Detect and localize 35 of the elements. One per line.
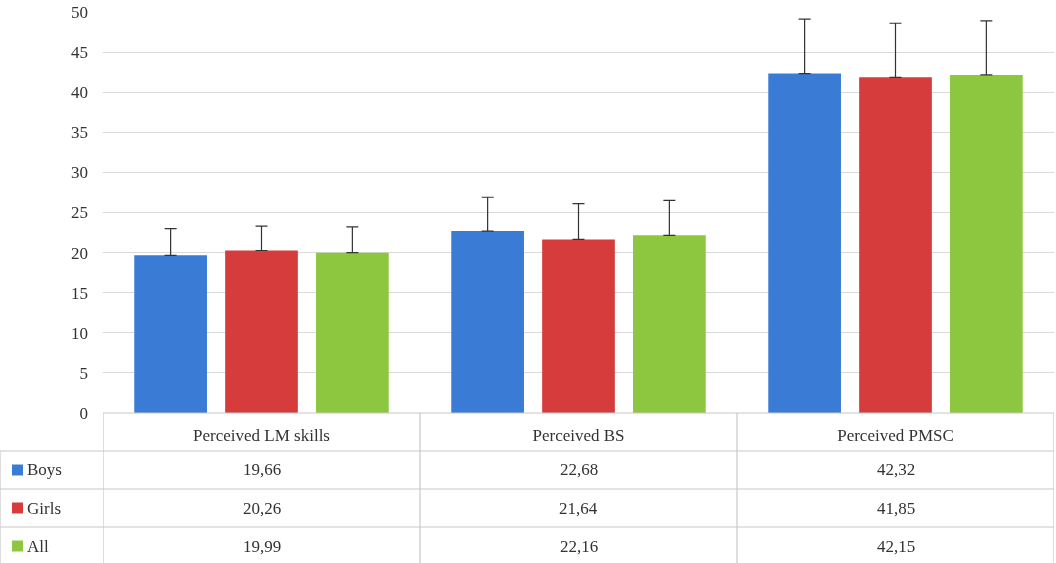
x-tick-label: Perceived LM skills — [193, 426, 330, 445]
data-label: 42,15 — [877, 537, 916, 556]
bar — [134, 255, 207, 413]
y-tick-label: 0 — [79, 403, 88, 423]
y-tick-label: 15 — [71, 283, 88, 303]
y-tick-label: 30 — [71, 163, 88, 183]
x-tick-label: Perceived PMSC — [837, 426, 954, 445]
data-label: 22,16 — [560, 537, 599, 556]
y-tick-label: 35 — [71, 123, 88, 143]
data-label: 19,99 — [243, 537, 282, 556]
data-label: 21,64 — [559, 499, 598, 518]
legend-label: Girls — [27, 499, 61, 518]
y-tick-label: 20 — [71, 243, 88, 263]
data-label: 22,68 — [560, 460, 599, 479]
legend-label: Boys — [27, 460, 62, 479]
bar — [768, 73, 841, 413]
bar — [225, 250, 298, 413]
bar — [316, 252, 389, 413]
bar — [950, 74, 1023, 413]
data-label: 19,66 — [243, 460, 282, 479]
y-tick-label: 5 — [79, 363, 88, 383]
y-tick-label: 40 — [71, 83, 88, 103]
bar — [542, 239, 615, 413]
bar — [633, 235, 706, 413]
bar — [451, 231, 524, 413]
data-label: 20,26 — [243, 499, 282, 518]
data-label: 41,85 — [877, 499, 916, 518]
y-tick-label: 50 — [71, 2, 88, 22]
x-tick-label: Perceived BS — [532, 426, 625, 445]
data-label: 42,32 — [877, 460, 916, 479]
legend-label: All — [27, 537, 49, 556]
y-tick-label: 10 — [71, 323, 88, 343]
y-tick-label: 45 — [71, 43, 88, 63]
y-tick-label: 25 — [71, 203, 88, 223]
bar — [859, 77, 932, 413]
